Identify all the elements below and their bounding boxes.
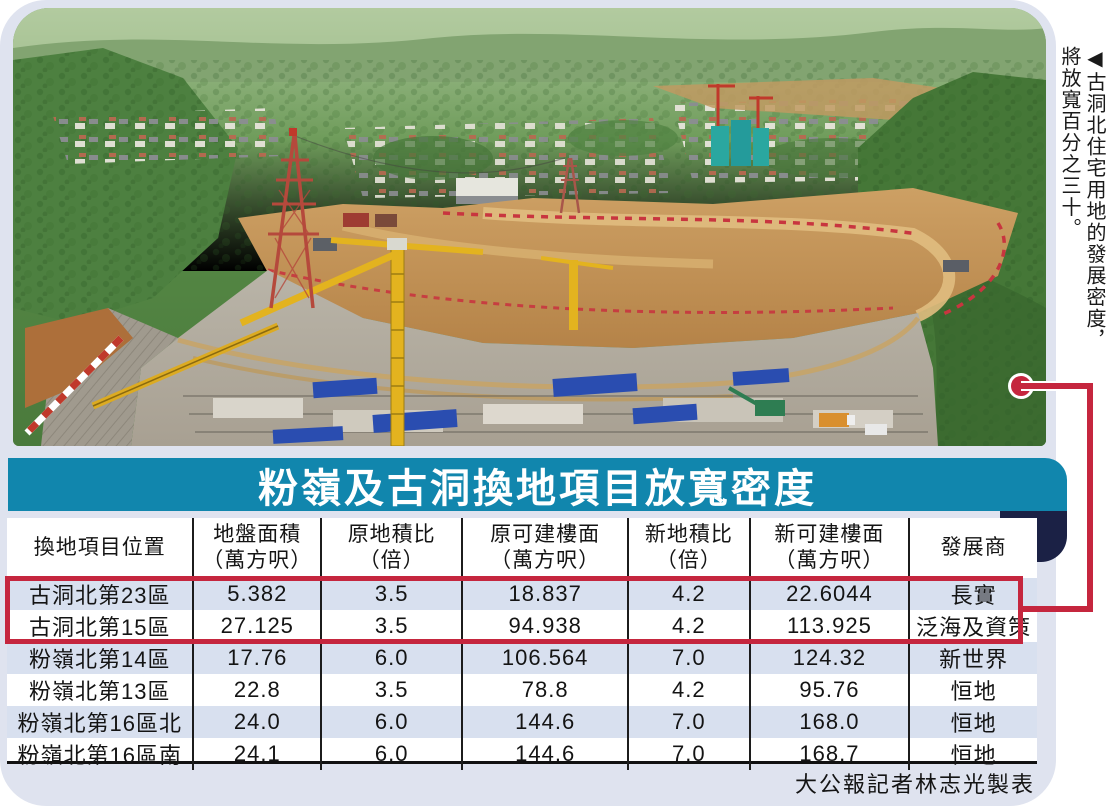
table-cell: 新世界 xyxy=(908,642,1037,674)
caption-line-1: ◀古洞北住宅用地的發展密度， xyxy=(1083,46,1105,351)
table-cell: 3.5 xyxy=(320,674,463,706)
table-cell: 6.0 xyxy=(320,738,463,770)
table-row: 粉嶺北第13區 22.8 3.5 78.8 4.2 95.76 恒地 xyxy=(7,674,1037,706)
table-cell: 113.925 xyxy=(748,610,910,642)
table-cell: 恒地 xyxy=(908,674,1037,706)
table-cell: 78.8 xyxy=(461,674,629,706)
data-table-panel: 換地項目位置 地盤面積 （萬方呎） 原地積比 （倍） 原可建樓面 （萬方呎） 新地積比 （倍）新… xyxy=(7,518,1037,770)
tower-crane xyxy=(91,237,614,446)
table-cell: 24.1 xyxy=(192,738,322,770)
land-exchange-table: 換地項目位置 地盤面積 （萬方呎） 原地積比 （倍） 原可建樓面 （萬方呎） 新地積比 （倍）新… xyxy=(7,518,1037,770)
table-cell: 18.837 xyxy=(461,578,629,610)
table-cell: 粉嶺北第16區北 xyxy=(17,711,182,736)
table-cell: 4.2 xyxy=(627,610,750,642)
table-cell: 長實 xyxy=(908,578,1037,610)
table-cell: 5.382 xyxy=(192,578,322,610)
table-cell: 3.5 xyxy=(320,578,463,610)
distant-teal-buildings xyxy=(708,84,773,166)
column-header: 原可建樓面 （萬方呎） xyxy=(461,518,629,578)
table-cell: 24.0 xyxy=(192,706,322,738)
column-header: 新可建樓面 （萬方呎） xyxy=(748,518,910,578)
table-cell: 粉嶺北第16區南 xyxy=(17,743,182,768)
callout-line-top xyxy=(1021,383,1093,389)
table-row: 粉嶺北第16區南 24.1 6.0 144.6 7.0 168.7 恒地 xyxy=(7,738,1037,770)
table-cell: 94.938 xyxy=(461,610,629,642)
column-header: 地盤面積 （萬方呎） xyxy=(192,518,322,578)
table-cell: 粉嶺北第14區 xyxy=(28,647,171,672)
table-cell: 106.564 xyxy=(461,642,629,674)
table-cell: 古洞北第15區 xyxy=(28,615,171,640)
table-cell: 168.0 xyxy=(748,706,910,738)
table-cell: 6.0 xyxy=(320,706,463,738)
table-cell: 4.2 xyxy=(627,578,750,610)
table-cell: 7.0 xyxy=(627,706,750,738)
table-cell: 古洞北第23區 xyxy=(28,583,171,608)
column-header: 原地積比 （倍） xyxy=(320,518,463,578)
table-title-band: 粉嶺及古洞換地項目放寬密度 xyxy=(8,458,1067,511)
table-cell: 恒地 xyxy=(908,738,1037,770)
table-cell: 27.125 xyxy=(192,610,322,642)
table-row: 古洞北第15區 27.125 3.5 94.938 4.2 113.925 泛海及資策 xyxy=(7,610,1037,642)
table-cell: 6.0 xyxy=(320,642,463,674)
credit-line: 大公報記者林志光製表 xyxy=(794,772,1035,797)
highlight-box xyxy=(5,576,1023,644)
transmission-pylon xyxy=(268,128,319,309)
table-cell: 粉嶺北第13區 xyxy=(28,679,171,704)
table-cell: 恒地 xyxy=(908,706,1037,738)
table-title: 粉嶺及古洞換地項目放寬密度 xyxy=(258,466,817,511)
photo-caption-vertical: ◀古洞北住宅用地的發展密度， 將放寬百分之三十。 xyxy=(1052,46,1106,436)
table-row: 古洞北第23區 5.382 3.5 18.837 4.2 22.6044 長實 xyxy=(7,578,1037,610)
table-header-row: 換地項目位置 地盤面積 （萬方呎） 原地積比 （倍） 原可建樓面 （萬方呎） 新地積比 （倍）新… xyxy=(7,518,1037,578)
aerial-photo-illustration xyxy=(13,8,1046,446)
aerial-construction-photo xyxy=(13,8,1046,446)
table-cell: 4.2 xyxy=(627,674,750,706)
table-row: 粉嶺北第14區 17.76 6.0 106.564 7.0 124.32 新世界 xyxy=(7,642,1037,674)
table-cell: 17.76 xyxy=(192,642,322,674)
table-cell: 7.0 xyxy=(627,738,750,770)
table-cell: 144.6 xyxy=(461,738,629,770)
column-header: 發展商 xyxy=(908,518,1037,578)
construction-vehicles xyxy=(728,386,887,435)
table-cell: 泛海及資策 xyxy=(908,610,1037,642)
callout-line-bottom xyxy=(1018,606,1093,612)
table-cell: 3.5 xyxy=(320,610,463,642)
warehouse xyxy=(456,178,518,204)
table-cell: 22.6044 xyxy=(748,578,910,610)
table-cell: 7.0 xyxy=(627,642,750,674)
table-cell: 95.76 xyxy=(748,674,910,706)
table-cell: 124.32 xyxy=(748,642,910,674)
callout-line-vertical xyxy=(1087,383,1093,612)
table-row: 粉嶺北第16區北 24.0 6.0 144.6 7.0 168.0 恒地 xyxy=(7,706,1037,738)
table-cell: 168.7 xyxy=(748,738,910,770)
transmission-pylon-far xyxy=(559,157,581,214)
column-header: 新地積比 （倍） xyxy=(627,518,750,578)
column-header: 換地項目位置 xyxy=(33,535,166,559)
table-cell: 22.8 xyxy=(192,674,322,706)
table-cell: 144.6 xyxy=(461,706,629,738)
caption-line-2: 將放寬百分之三十。 xyxy=(1058,46,1080,240)
